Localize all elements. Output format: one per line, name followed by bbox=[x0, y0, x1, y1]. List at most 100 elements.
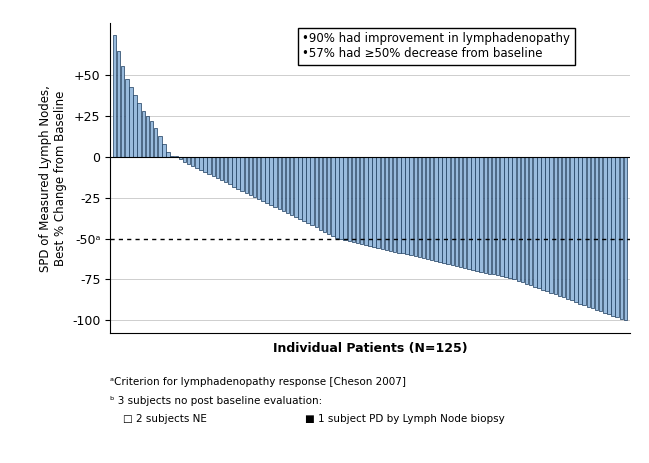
Bar bbox=[269, 157, 273, 205]
Bar bbox=[467, 157, 471, 269]
Text: □ 2 subjects NE: □ 2 subjects NE bbox=[110, 414, 207, 425]
Bar bbox=[566, 157, 569, 299]
Bar bbox=[158, 136, 162, 157]
Bar bbox=[545, 157, 549, 291]
Bar bbox=[175, 156, 178, 157]
Bar bbox=[450, 157, 454, 265]
Bar bbox=[278, 157, 281, 209]
Bar bbox=[578, 157, 582, 304]
Bar bbox=[319, 157, 323, 230]
Bar bbox=[290, 157, 293, 215]
Bar bbox=[417, 157, 421, 257]
Bar bbox=[533, 157, 537, 287]
Bar bbox=[525, 157, 528, 284]
Bar bbox=[224, 157, 227, 182]
Bar bbox=[360, 157, 363, 244]
Bar bbox=[220, 157, 223, 181]
Y-axis label: SPD of Measured Lymph Nodes,
Best % Change from Baseline: SPD of Measured Lymph Nodes, Best % Chan… bbox=[39, 85, 67, 272]
Bar bbox=[228, 157, 232, 184]
Bar bbox=[582, 157, 586, 305]
Bar bbox=[459, 157, 462, 267]
Bar bbox=[438, 157, 442, 262]
Bar bbox=[162, 144, 165, 157]
Bar bbox=[331, 157, 335, 236]
Text: ᵃCriterion for lymphadenopathy response [Cheson 2007]: ᵃCriterion for lymphadenopathy response … bbox=[110, 377, 406, 388]
Bar bbox=[195, 157, 199, 168]
Bar bbox=[517, 157, 520, 281]
Bar bbox=[208, 157, 211, 174]
Bar bbox=[455, 157, 458, 266]
Bar bbox=[554, 157, 557, 294]
Bar bbox=[141, 111, 145, 157]
Bar bbox=[529, 157, 532, 285]
Bar bbox=[154, 128, 158, 157]
Bar bbox=[513, 157, 516, 279]
Bar bbox=[273, 157, 277, 207]
Bar bbox=[150, 121, 153, 157]
Bar bbox=[306, 157, 310, 224]
Bar bbox=[607, 157, 611, 314]
Bar bbox=[323, 157, 326, 232]
Bar bbox=[113, 35, 116, 157]
Bar bbox=[236, 157, 240, 188]
Bar bbox=[615, 157, 619, 317]
Bar bbox=[171, 156, 174, 157]
Bar bbox=[368, 157, 372, 246]
Bar bbox=[138, 103, 141, 157]
Bar bbox=[430, 157, 434, 260]
Bar bbox=[520, 157, 524, 282]
Bar bbox=[410, 157, 413, 256]
Bar bbox=[570, 157, 574, 300]
Bar bbox=[380, 157, 384, 249]
Bar bbox=[492, 157, 495, 275]
Bar bbox=[282, 157, 285, 211]
Text: ᵇ 3 subjects no post baseline evaluation:: ᵇ 3 subjects no post baseline evaluation… bbox=[110, 396, 323, 406]
Bar bbox=[422, 157, 425, 258]
Bar bbox=[496, 157, 500, 275]
Bar bbox=[183, 157, 186, 162]
Bar bbox=[562, 157, 565, 297]
Bar bbox=[443, 157, 446, 263]
Bar bbox=[500, 157, 504, 276]
Bar bbox=[475, 157, 479, 271]
Bar bbox=[541, 157, 545, 290]
Text: ■ 1 subject PD by Lymph Node biopsy: ■ 1 subject PD by Lymph Node biopsy bbox=[292, 414, 505, 425]
Bar bbox=[471, 157, 474, 270]
Bar bbox=[434, 157, 437, 261]
Bar bbox=[624, 157, 627, 320]
Bar bbox=[447, 157, 450, 264]
Bar bbox=[339, 157, 343, 239]
Bar bbox=[191, 157, 195, 166]
Bar bbox=[215, 157, 219, 178]
Bar bbox=[611, 157, 615, 316]
Bar bbox=[257, 157, 260, 199]
Bar bbox=[550, 157, 553, 293]
Bar bbox=[364, 157, 367, 245]
Bar bbox=[121, 66, 125, 157]
Bar bbox=[426, 157, 430, 259]
Bar bbox=[166, 152, 170, 157]
Bar bbox=[352, 157, 355, 242]
Bar bbox=[129, 87, 132, 157]
Bar bbox=[327, 157, 330, 234]
Bar bbox=[385, 157, 388, 250]
Bar bbox=[336, 157, 339, 238]
Bar bbox=[603, 157, 607, 313]
Bar bbox=[508, 157, 512, 278]
Text: •90% had improvement in lymphadenopathy
•57% had ≥50% decrease from baseline: •90% had improvement in lymphadenopathy … bbox=[302, 32, 570, 61]
Bar bbox=[232, 157, 236, 187]
Bar bbox=[557, 157, 561, 296]
Bar bbox=[413, 157, 417, 257]
Bar bbox=[393, 157, 397, 251]
Bar bbox=[595, 157, 598, 310]
Bar bbox=[245, 157, 248, 193]
Bar bbox=[537, 157, 541, 288]
Bar bbox=[599, 157, 602, 311]
Bar bbox=[249, 157, 252, 195]
Bar bbox=[203, 157, 207, 172]
Bar bbox=[261, 157, 265, 201]
Bar bbox=[405, 157, 409, 255]
Bar bbox=[117, 51, 120, 157]
Bar bbox=[376, 157, 380, 248]
Bar bbox=[480, 157, 483, 272]
